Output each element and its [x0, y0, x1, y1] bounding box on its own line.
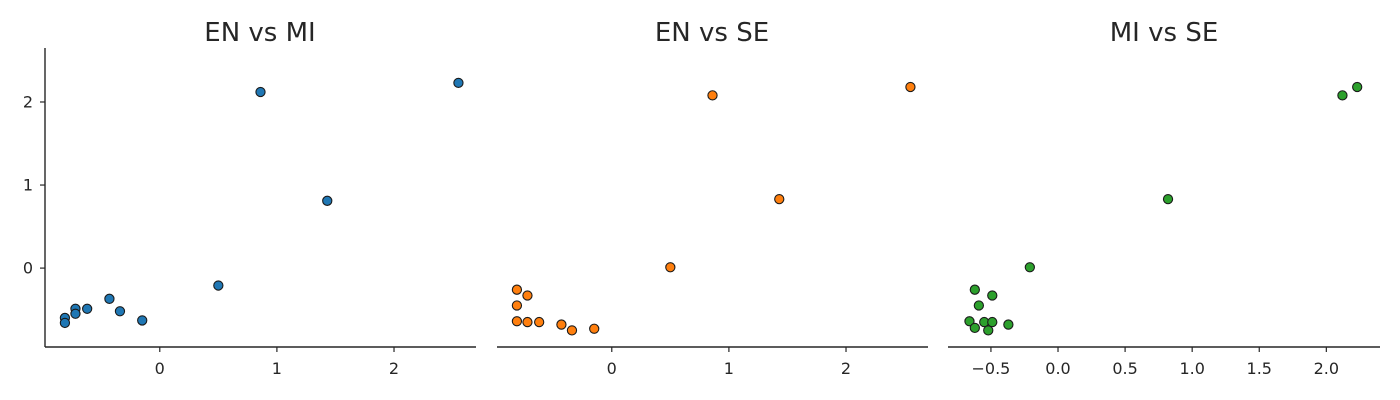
x-tick-label: 1: [724, 359, 734, 378]
data-point: [665, 262, 676, 273]
data-point: [556, 319, 567, 330]
data-point: [964, 316, 975, 327]
y-tick-label: 1: [23, 176, 33, 195]
data-point: [522, 316, 533, 328]
data-point: [983, 325, 994, 336]
x-tick-label: 1.5: [1247, 359, 1272, 378]
x-tick-label: 0.5: [1112, 359, 1137, 378]
data-point: [905, 81, 916, 93]
y-tick-label: 0: [23, 259, 33, 278]
data-point: [213, 280, 224, 291]
panel-title: MI vs SE: [1110, 18, 1219, 48]
x-tick-label: 1.0: [1179, 359, 1204, 378]
data-point: [707, 90, 718, 101]
panel-en-vs-se: EN vs SE 0 1 2: [497, 18, 928, 378]
data-point: [1337, 90, 1348, 101]
data-point: [104, 293, 115, 304]
data-point: [1352, 81, 1363, 93]
x-tick-label: −0.5: [972, 359, 1011, 378]
panel-title: EN vs MI: [204, 18, 315, 48]
x-tick-label: 1: [272, 359, 282, 378]
data-point: [511, 284, 523, 295]
data-point: [82, 303, 93, 314]
data-point: [255, 86, 266, 98]
data-point: [453, 77, 464, 89]
data-point: [511, 316, 523, 327]
data-point: [59, 317, 71, 329]
data-point: [566, 325, 578, 336]
data-point: [589, 323, 600, 334]
x-tick-label: 0: [155, 359, 165, 378]
data-point: [987, 290, 998, 301]
data-point: [522, 290, 533, 301]
x-tick-label: 2: [841, 359, 851, 378]
panel-title: EN vs SE: [655, 18, 769, 48]
data-point: [969, 322, 980, 334]
panel-mi-vs-se: MI vs SE −0.5 0.0 0.5 1.0 1.5 2.0: [948, 18, 1380, 378]
data-point: [774, 194, 785, 205]
data-point: [322, 195, 333, 206]
x-tick-label: 2.0: [1314, 359, 1339, 378]
x-tick-label: 0.0: [1045, 359, 1070, 378]
data-point: [973, 300, 985, 311]
data-point: [969, 284, 980, 295]
data-point: [534, 316, 545, 328]
data-point: [114, 306, 126, 317]
panel-en-vs-mi: EN vs MI 0 1 2 0 1 2: [23, 18, 476, 378]
data-point: [1024, 262, 1035, 273]
data-point: [70, 308, 81, 319]
data-point: [137, 315, 148, 326]
data-point: [987, 316, 998, 328]
x-tick-label: 2: [389, 359, 399, 378]
data-point: [1003, 319, 1014, 330]
data-point: [511, 300, 523, 311]
data-point: [1162, 194, 1174, 205]
x-tick-label: 0: [607, 359, 617, 378]
y-tick-label: 2: [23, 92, 33, 111]
